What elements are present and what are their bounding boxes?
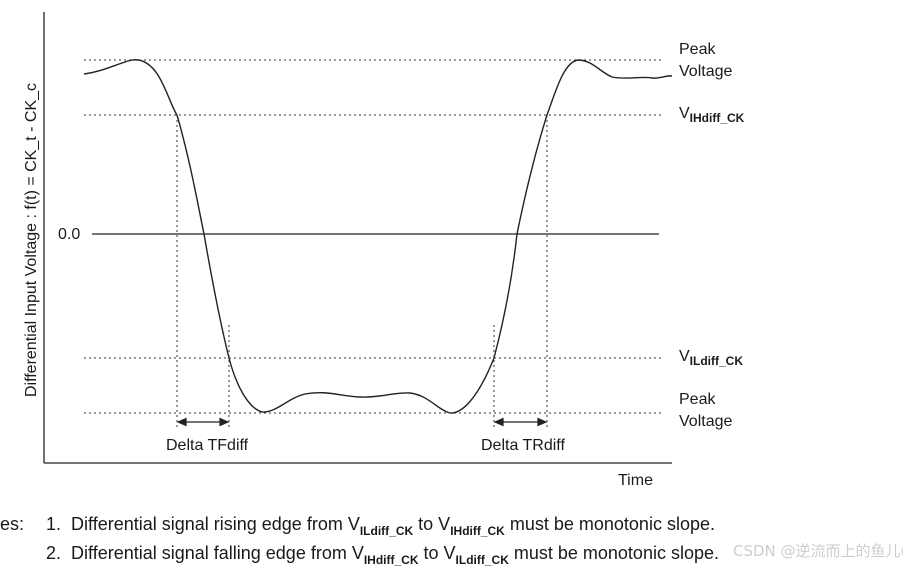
vih-label: VIHdiff_CK [679, 105, 745, 125]
peak-top-label-line1: Peak [679, 41, 716, 58]
delta-trdiff-label: Delta TRdiff [481, 437, 565, 454]
note-1: 1. Differential signal rising edge from V… [46, 514, 715, 538]
delta-tfdiff-arrowhead-right [219, 417, 230, 427]
x-axis-label: Time [618, 472, 653, 489]
watermark-text: CSDN @逆流而上的鱼儿@ [733, 542, 903, 560]
delta-tfdiff-label: Delta TFdiff [166, 437, 249, 454]
peak-top-label-line2: Voltage [679, 63, 732, 80]
note-2: 2. Differential signal falling edge from … [46, 543, 719, 567]
peak-bottom-label-line2: Voltage [679, 413, 732, 430]
peak-bottom-label-line1: Peak [679, 391, 716, 408]
notes-prefix: es: [0, 514, 24, 534]
zero-label: 0.0 [58, 226, 80, 243]
delta-trdiff-arrowhead-left [493, 417, 504, 427]
signal-waveform [83, 59, 673, 414]
y-axis-label: Differential Input Voltage : f(t) = CK_t… [23, 83, 40, 397]
delta-trdiff-arrowhead-right [537, 417, 548, 427]
vil-label: VILdiff_CK [679, 348, 743, 368]
delta-tfdiff-arrowhead-left [176, 417, 187, 427]
